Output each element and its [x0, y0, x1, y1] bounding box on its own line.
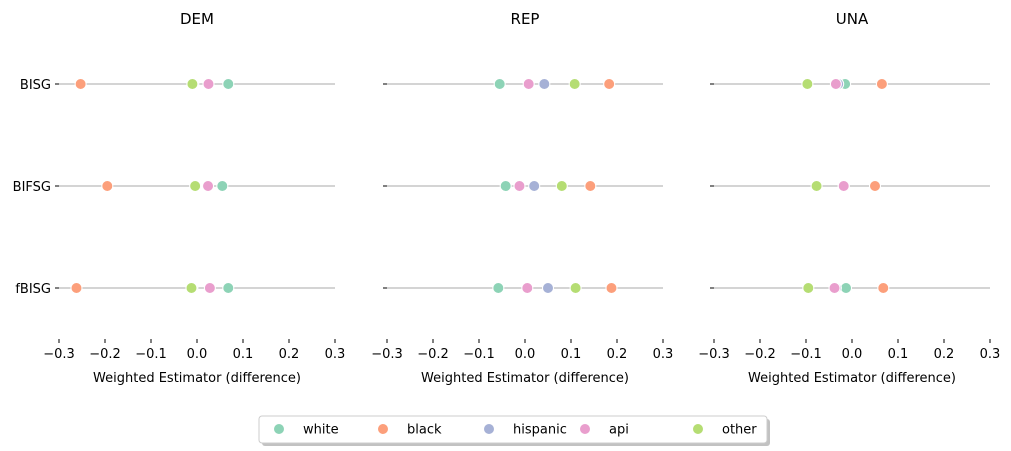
point-api — [829, 78, 842, 90]
x-tick-label: 0.0 — [842, 347, 863, 362]
legend-marker-other — [692, 423, 704, 435]
point-black — [869, 180, 881, 192]
point-white — [840, 282, 853, 294]
x-tick-label: 0.3 — [325, 347, 346, 362]
point-black — [584, 180, 597, 192]
point-api — [202, 78, 215, 90]
x-tick-label: 0.2 — [934, 347, 955, 362]
legend-marker-white — [273, 423, 285, 435]
legend-marker-black — [377, 423, 389, 435]
point-api — [522, 78, 535, 90]
point-black — [74, 78, 87, 90]
x-tick-label: −0.2 — [417, 347, 449, 362]
x-tick-label: 0.2 — [279, 347, 300, 362]
legend-label-other: other — [722, 423, 757, 438]
x-tick-label: 0.3 — [653, 347, 674, 362]
point-other — [189, 180, 202, 192]
y-tick-label: fBISG — [15, 282, 51, 297]
legend-marker-hispanic — [483, 423, 495, 435]
legend-label-api: api — [609, 423, 629, 438]
x-axis-label: Weighted Estimator (difference) — [421, 371, 629, 386]
x-tick-label: −0.2 — [744, 347, 776, 362]
x-tick-label: −0.3 — [698, 347, 730, 362]
y-tick-label: BISG — [20, 78, 51, 93]
point-api — [521, 282, 534, 294]
point-other — [569, 282, 582, 294]
point-other — [810, 180, 823, 192]
x-tick-label: −0.1 — [463, 347, 495, 362]
x-tick-label: 0.2 — [607, 347, 628, 362]
x-tick-label: −0.2 — [89, 347, 121, 362]
point-api — [513, 180, 526, 192]
x-axis-label: Weighted Estimator (difference) — [748, 371, 956, 386]
point-black — [101, 180, 114, 192]
x-tick-label: 0.3 — [980, 347, 1001, 362]
x-tick-label: 0.1 — [233, 347, 254, 362]
point-white — [222, 78, 235, 90]
panel-title-dem: DEM — [180, 10, 214, 28]
point-api — [828, 282, 841, 294]
point-black — [877, 282, 890, 294]
panel-title-una: UNA — [836, 10, 869, 28]
x-tick-label: 0.0 — [187, 347, 208, 362]
point-black — [875, 78, 888, 90]
point-other — [801, 78, 814, 90]
panel-title-rep: REP — [511, 10, 540, 28]
point-other — [555, 180, 568, 192]
x-tick-label: 0.0 — [515, 347, 536, 362]
x-tick-label: 0.1 — [561, 347, 582, 362]
point-black — [603, 78, 616, 90]
legend-label-black: black — [407, 423, 442, 438]
point-other — [802, 282, 815, 294]
point-white — [492, 282, 505, 294]
point-api — [203, 282, 216, 294]
point-black — [70, 282, 83, 294]
y-tick-label: BIFSG — [13, 180, 51, 195]
x-tick-label: 0.1 — [888, 347, 909, 362]
point-hispanic — [542, 282, 554, 294]
point-other — [186, 78, 199, 90]
point-black — [605, 282, 618, 294]
point-other — [568, 78, 581, 90]
point-white — [499, 180, 512, 192]
legend-box — [258, 415, 768, 444]
point-api — [837, 180, 850, 192]
x-tick-label: −0.1 — [790, 347, 822, 362]
legend-label-hispanic: hispanic — [513, 423, 567, 438]
point-api — [202, 180, 215, 192]
point-other — [185, 282, 198, 294]
point-white — [216, 180, 229, 192]
legend-label-white: white — [303, 423, 339, 438]
x-tick-label: −0.3 — [43, 347, 75, 362]
point-hispanic — [528, 180, 541, 192]
legend-marker-api — [579, 423, 591, 435]
x-tick-label: −0.3 — [371, 347, 403, 362]
point-hispanic — [538, 78, 551, 90]
x-tick-label: −0.1 — [135, 347, 167, 362]
x-axis-label: Weighted Estimator (difference) — [93, 371, 301, 386]
point-white — [493, 78, 506, 90]
point-white — [222, 282, 235, 294]
